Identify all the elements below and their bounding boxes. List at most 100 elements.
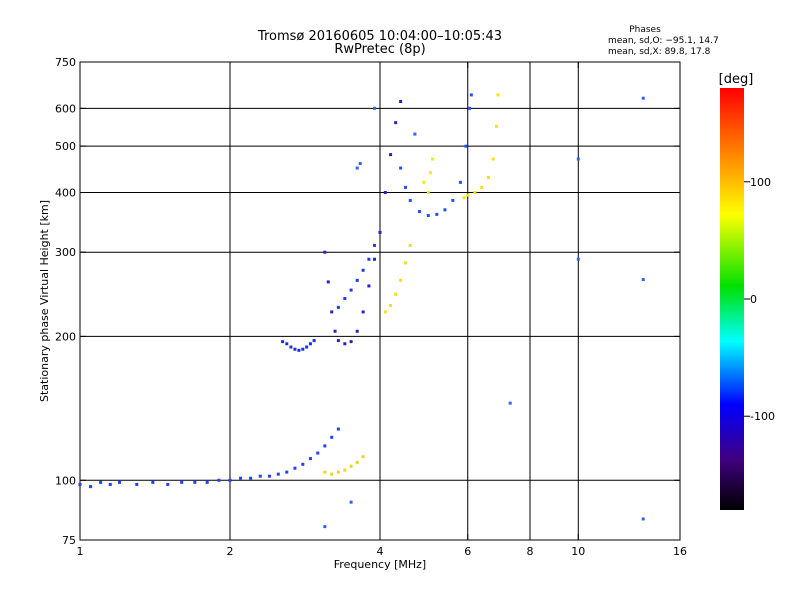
y-tick-label: 750 bbox=[55, 56, 76, 69]
data-point-x-f2b bbox=[466, 193, 470, 197]
chart-title: Tromsø 20160605 10:04:00–10:05:43 bbox=[257, 29, 502, 44]
data-point-scattered bbox=[576, 257, 580, 261]
data-point-o-f1b bbox=[355, 278, 359, 282]
y-tick-label: 200 bbox=[55, 330, 76, 343]
data-point-o-f2 bbox=[435, 212, 439, 216]
data-point-o-f1b bbox=[361, 268, 365, 272]
y-axis-label: Stationary phase Virtual Height [km] bbox=[38, 200, 51, 402]
data-point-o-low bbox=[301, 462, 305, 466]
data-point-o-f1a bbox=[333, 329, 337, 333]
data-point-x-f1 bbox=[383, 310, 387, 314]
phase-header: Phases bbox=[629, 25, 661, 35]
data-point-o-f1a bbox=[373, 257, 377, 261]
data-point-o-f1a bbox=[378, 230, 382, 234]
data-point-o-e bbox=[281, 340, 285, 344]
data-point-o-f1b bbox=[349, 288, 353, 292]
data-point-x-f2b bbox=[491, 157, 495, 161]
data-point-x-f2b bbox=[494, 124, 498, 128]
data-point-x-f1 bbox=[408, 243, 412, 247]
x-tick-label: 8 bbox=[527, 545, 534, 558]
data-point-o-f2 bbox=[417, 210, 421, 214]
data-point-o-f2 bbox=[399, 166, 403, 170]
data-point-x-low bbox=[349, 464, 353, 468]
data-point-o-f2 bbox=[403, 185, 407, 189]
y-tick-labels: 75 100 200 300 400 500 600 750 bbox=[55, 56, 76, 547]
data-point-o-f2 bbox=[468, 106, 472, 110]
data-point-x-f1 bbox=[399, 278, 403, 282]
data-point-o-low bbox=[217, 478, 221, 482]
data-point-o-e bbox=[301, 347, 305, 351]
data-point-scattered bbox=[508, 401, 512, 405]
data-points bbox=[78, 93, 645, 529]
data-point-o-f1a bbox=[323, 250, 327, 254]
data-point-o-low bbox=[108, 482, 112, 486]
colorbar-gradient bbox=[720, 88, 744, 510]
data-point-scattered bbox=[413, 132, 417, 136]
y-tick-label: 500 bbox=[55, 140, 76, 153]
data-point-o-low bbox=[135, 482, 139, 486]
data-point-x-low bbox=[336, 470, 340, 474]
colorbar-label: [deg] bbox=[719, 72, 754, 87]
data-point-o-e bbox=[297, 348, 301, 352]
colorbar-ticks: 100 0 -100 bbox=[744, 176, 775, 423]
y-tick-label: 600 bbox=[55, 102, 76, 115]
data-point-o-f2 bbox=[426, 214, 430, 218]
data-point-o-e bbox=[293, 347, 297, 351]
data-point-o-low bbox=[78, 482, 82, 486]
x-tick-label: 1 bbox=[77, 545, 84, 558]
data-point-o-e bbox=[289, 345, 293, 349]
chart-subtitle: RwPretec (8p) bbox=[334, 42, 425, 57]
data-point-o-low bbox=[293, 466, 297, 470]
data-point-o-low bbox=[258, 474, 262, 478]
data-point-o-e bbox=[312, 339, 316, 343]
data-point-scattered bbox=[641, 278, 645, 282]
data-point-o-low bbox=[316, 451, 320, 455]
data-point-o-low bbox=[205, 480, 209, 484]
data-point-o-f2 bbox=[443, 208, 447, 212]
data-point-o-f1b bbox=[367, 257, 371, 261]
y-tick-label: 75 bbox=[62, 534, 76, 547]
data-point-o-f1a bbox=[343, 342, 347, 346]
data-point-x-f2b bbox=[486, 175, 490, 179]
x-tick-label: 6 bbox=[464, 545, 471, 558]
data-point-o-low bbox=[323, 444, 327, 448]
data-point-x-f2a bbox=[428, 171, 432, 175]
data-point-scattered bbox=[349, 500, 353, 504]
grid-lines bbox=[80, 62, 680, 540]
data-point-o-e bbox=[305, 345, 309, 349]
data-point-o-f1a bbox=[361, 310, 365, 314]
data-point-scattered bbox=[373, 106, 377, 110]
data-point-o-low bbox=[228, 478, 232, 482]
data-point-o-f1b bbox=[336, 305, 340, 309]
data-point-x-low bbox=[361, 455, 365, 459]
data-point-o-f2 bbox=[451, 198, 455, 202]
data-point-o-low bbox=[89, 485, 93, 489]
y-tick-label: 400 bbox=[55, 186, 76, 199]
data-point-o-f1a bbox=[389, 153, 393, 157]
data-point-o-f2 bbox=[464, 144, 468, 148]
data-point-o-f1a bbox=[336, 339, 340, 343]
phase-x-stats: mean, sd,X: 89.8, 17.8 bbox=[608, 47, 711, 57]
data-point-o-low bbox=[166, 482, 170, 486]
data-point-o-f1b bbox=[373, 243, 377, 247]
data-point-o-f1a bbox=[349, 340, 353, 344]
data-point-o-low bbox=[239, 476, 243, 480]
data-point-scattered bbox=[323, 525, 327, 529]
data-point-x-f1 bbox=[394, 292, 398, 296]
data-point-o-low bbox=[117, 480, 121, 484]
data-point-o-f1a bbox=[399, 100, 403, 104]
data-point-x-f1 bbox=[403, 261, 407, 265]
data-point-o-low bbox=[151, 480, 155, 484]
data-point-o-low bbox=[330, 435, 334, 439]
x-tick-label: 10 bbox=[571, 545, 585, 558]
phase-o-stats: mean, sd,O: −95.1, 14.7 bbox=[608, 36, 719, 46]
data-point-o-e bbox=[308, 342, 312, 346]
x-tick-label: 2 bbox=[227, 545, 234, 558]
data-point-x-f2b bbox=[462, 196, 466, 200]
colorbar: [deg] 100 0 -100 bbox=[719, 72, 775, 510]
x-axis-label: Frequency [MHz] bbox=[334, 558, 426, 571]
data-point-x-low bbox=[323, 470, 327, 474]
y-tick-label: 100 bbox=[55, 474, 76, 487]
data-point-o-low bbox=[267, 474, 271, 478]
